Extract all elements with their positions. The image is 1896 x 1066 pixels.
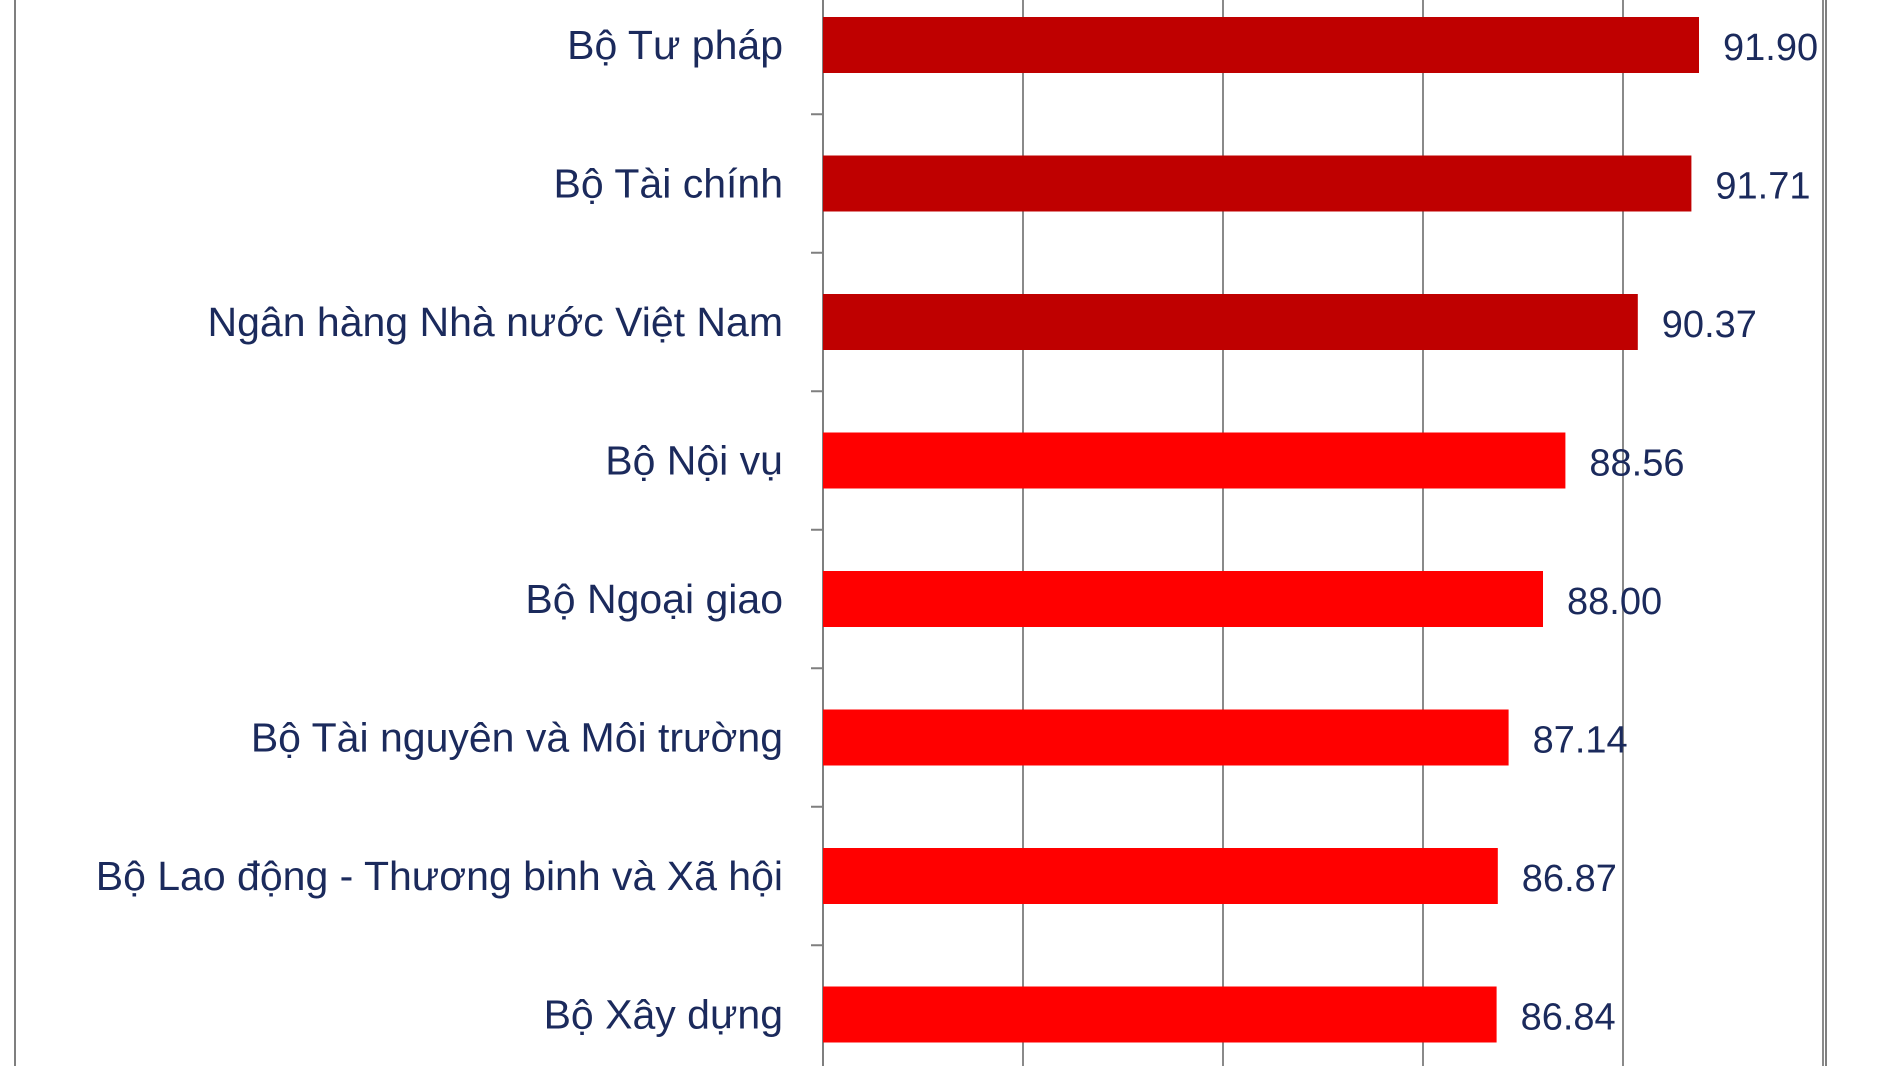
bar bbox=[823, 294, 1638, 350]
category-label: Bộ Tài chính bbox=[554, 161, 783, 207]
data-label: 86.84 bbox=[1521, 997, 1616, 1039]
label-layer: Bộ Tư pháp 91.90 Bộ Tài chính 91.71 Ngân hàn… bbox=[96, 22, 1818, 1039]
data-label: 86.87 bbox=[1522, 858, 1617, 900]
data-label: 88.56 bbox=[1589, 443, 1684, 485]
data-label: 90.37 bbox=[1662, 304, 1757, 346]
bar bbox=[823, 17, 1699, 73]
category-label: Ngân hàng Nhà nước Việt Nam bbox=[207, 299, 783, 345]
data-label: 91.90 bbox=[1723, 27, 1818, 69]
category-label: Bộ Tài nguyên và Môi trường bbox=[251, 715, 783, 761]
bar bbox=[823, 709, 1509, 766]
category-label: Bộ Lao động - Thương binh và Xã hội bbox=[96, 853, 783, 899]
bar bbox=[823, 571, 1543, 627]
bar bbox=[823, 155, 1692, 212]
bar-layer bbox=[823, 17, 1699, 1043]
category-label: Bộ Xây dựng bbox=[544, 992, 783, 1038]
bar bbox=[823, 432, 1566, 489]
category-label: Bộ Ngoại giao bbox=[525, 576, 783, 622]
bar bbox=[823, 986, 1497, 1043]
data-label: 88.00 bbox=[1567, 581, 1662, 623]
data-label: 87.14 bbox=[1533, 720, 1628, 762]
bar bbox=[823, 848, 1498, 904]
category-label: Bộ Tư pháp bbox=[567, 22, 783, 68]
category-label: Bộ Nội vụ bbox=[605, 438, 783, 484]
data-label: 91.71 bbox=[1715, 166, 1810, 208]
